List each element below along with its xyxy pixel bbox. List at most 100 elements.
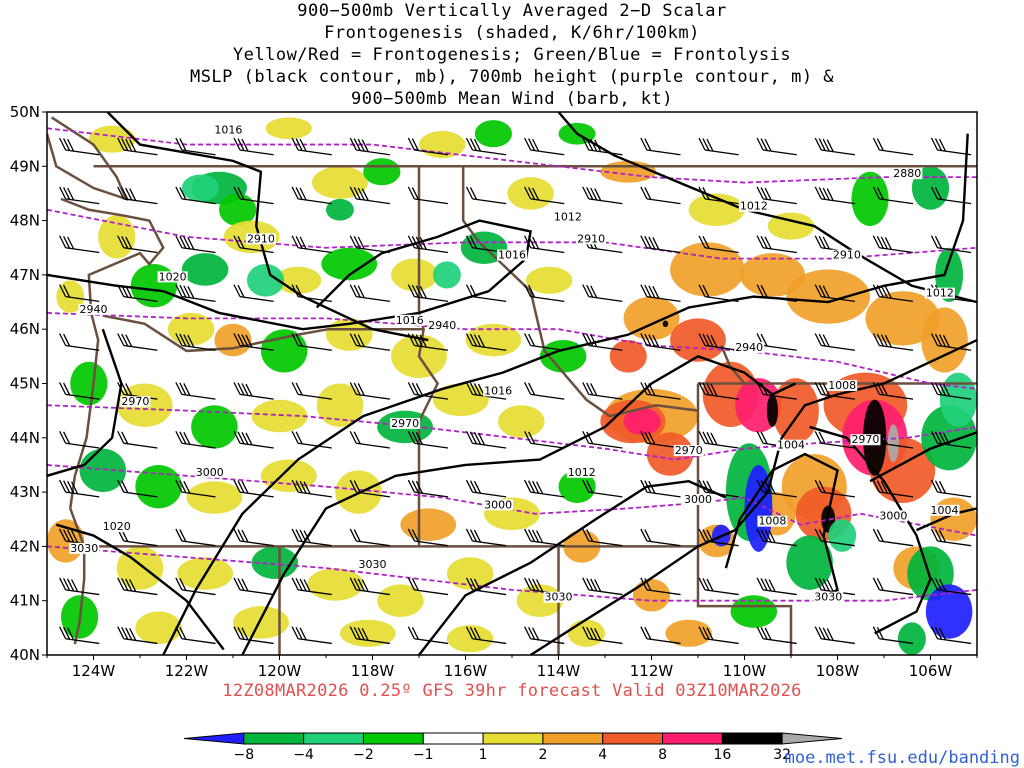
colorbar-label: −8 [233, 747, 254, 763]
mslp-contour-line [162, 133, 969, 655]
label-bg [878, 510, 909, 522]
label-bg [483, 385, 514, 397]
shade-blob [465, 323, 522, 357]
wind-barb [465, 137, 507, 156]
shade-blob [646, 432, 694, 476]
shade-blob [312, 166, 368, 199]
wind-barbs [59, 137, 972, 645]
wind-barb [814, 333, 855, 351]
height-label: 2940 [735, 341, 763, 354]
wind-barb [233, 479, 274, 498]
height-label: 3030 [70, 542, 98, 555]
x-tick-label: 106W [909, 662, 953, 680]
shade-blob [525, 266, 573, 294]
wind-barb [291, 577, 332, 596]
border-line [461, 166, 699, 418]
y-tick-label: 40N [10, 646, 40, 664]
colorbar: −8 −4 −2 −1 1 2 4 8 16 32 [183, 732, 843, 763]
wind-barb [117, 137, 158, 156]
colorbar-swatch [362, 732, 424, 745]
colorbar-swatch [482, 732, 544, 745]
mslp-contour-line [809, 425, 932, 635]
shade-blob [246, 264, 285, 297]
wind-barb [524, 626, 565, 645]
wind-barb [524, 137, 565, 156]
mslp-label: 1016 [484, 384, 512, 397]
label-bg [552, 211, 583, 223]
wind-barb [814, 186, 855, 205]
wind-barb [930, 626, 972, 645]
wind-barb [582, 186, 623, 205]
height-label: 3000 [684, 493, 712, 506]
x-tick-label: 118W [351, 662, 395, 680]
shade-blob [446, 557, 494, 590]
height-contour-line [47, 127, 977, 184]
wind-barb [175, 528, 216, 547]
valid-time-label: 12Z08MAR2026 0.25º GFS 39hr forecast Val… [222, 681, 802, 701]
wind-barb [872, 382, 914, 400]
mslp-contour-line [869, 431, 977, 483]
shade-blob [921, 307, 968, 373]
wind-barb [640, 235, 681, 254]
colorbar-label: −4 [293, 747, 314, 763]
y-tick-label: 49N [10, 157, 40, 175]
label-bg [576, 233, 607, 245]
x-tick-label: 108W [816, 662, 860, 680]
wind-barb [291, 284, 332, 302]
height-contour-line [47, 312, 977, 390]
shade-blob [135, 464, 182, 509]
wind-barb [233, 430, 274, 449]
wind-barb [582, 333, 623, 351]
y-tick-label: 42N [10, 537, 40, 555]
shade-blob [260, 459, 317, 493]
axes: 124W 122W 120W 118W 116W 114W 112W 110W 108W 106W… [10, 103, 978, 680]
wind-barb [175, 235, 216, 254]
wind-barb [698, 479, 739, 498]
y-tick-label: 48N [10, 212, 40, 230]
wind-barb [117, 333, 158, 351]
wind-barb [582, 577, 623, 596]
shade-blob [88, 125, 136, 153]
label-bg [394, 314, 425, 326]
wind-barb [117, 235, 158, 254]
label-bg [827, 379, 858, 391]
label-bg [892, 168, 923, 180]
wind-barb [756, 528, 797, 547]
wind-barb [872, 528, 914, 547]
wind-barb [117, 430, 158, 449]
shade-blob [670, 242, 745, 297]
label-bg [120, 396, 151, 408]
wind-barb [582, 137, 623, 156]
wind-barb [930, 333, 972, 351]
wind-barb [582, 430, 623, 449]
mslp-contours [47, 112, 977, 655]
shade-blob [766, 394, 778, 427]
wind-barb [59, 577, 100, 596]
colorbar-label: −1 [413, 747, 434, 763]
wind-barb [640, 333, 681, 351]
mslp-label: 1016 [214, 124, 242, 137]
label-bg [245, 233, 276, 245]
mslp-label: 1004 [777, 439, 805, 452]
wind-barb [59, 186, 100, 205]
x-tick-label: 114W [537, 662, 581, 680]
wind-barb [291, 479, 332, 498]
wind-barb [349, 479, 390, 498]
shade-blob [391, 258, 438, 292]
wind-barb [59, 284, 100, 302]
wind-barb [175, 333, 216, 351]
wind-barb [756, 479, 797, 498]
wind-barb [465, 333, 507, 351]
x-tick-label: 110W [723, 662, 767, 680]
height-label: 3030 [814, 591, 842, 604]
credit-link[interactable]: moe.met.fsu.edu/banding [784, 748, 1020, 768]
map-chart: 1016 1020 1016 1012 1016 1012 1016 1012 1008 1004… [10, 103, 978, 680]
mslp-label: 1012 [554, 211, 582, 224]
shade-blob [897, 622, 926, 655]
wind-barb [233, 284, 274, 302]
wind-barb [872, 235, 914, 254]
colorbar-end-low [183, 732, 245, 745]
label-bg [69, 542, 100, 554]
label-bg [776, 439, 807, 451]
height-label: 2910 [247, 232, 275, 245]
